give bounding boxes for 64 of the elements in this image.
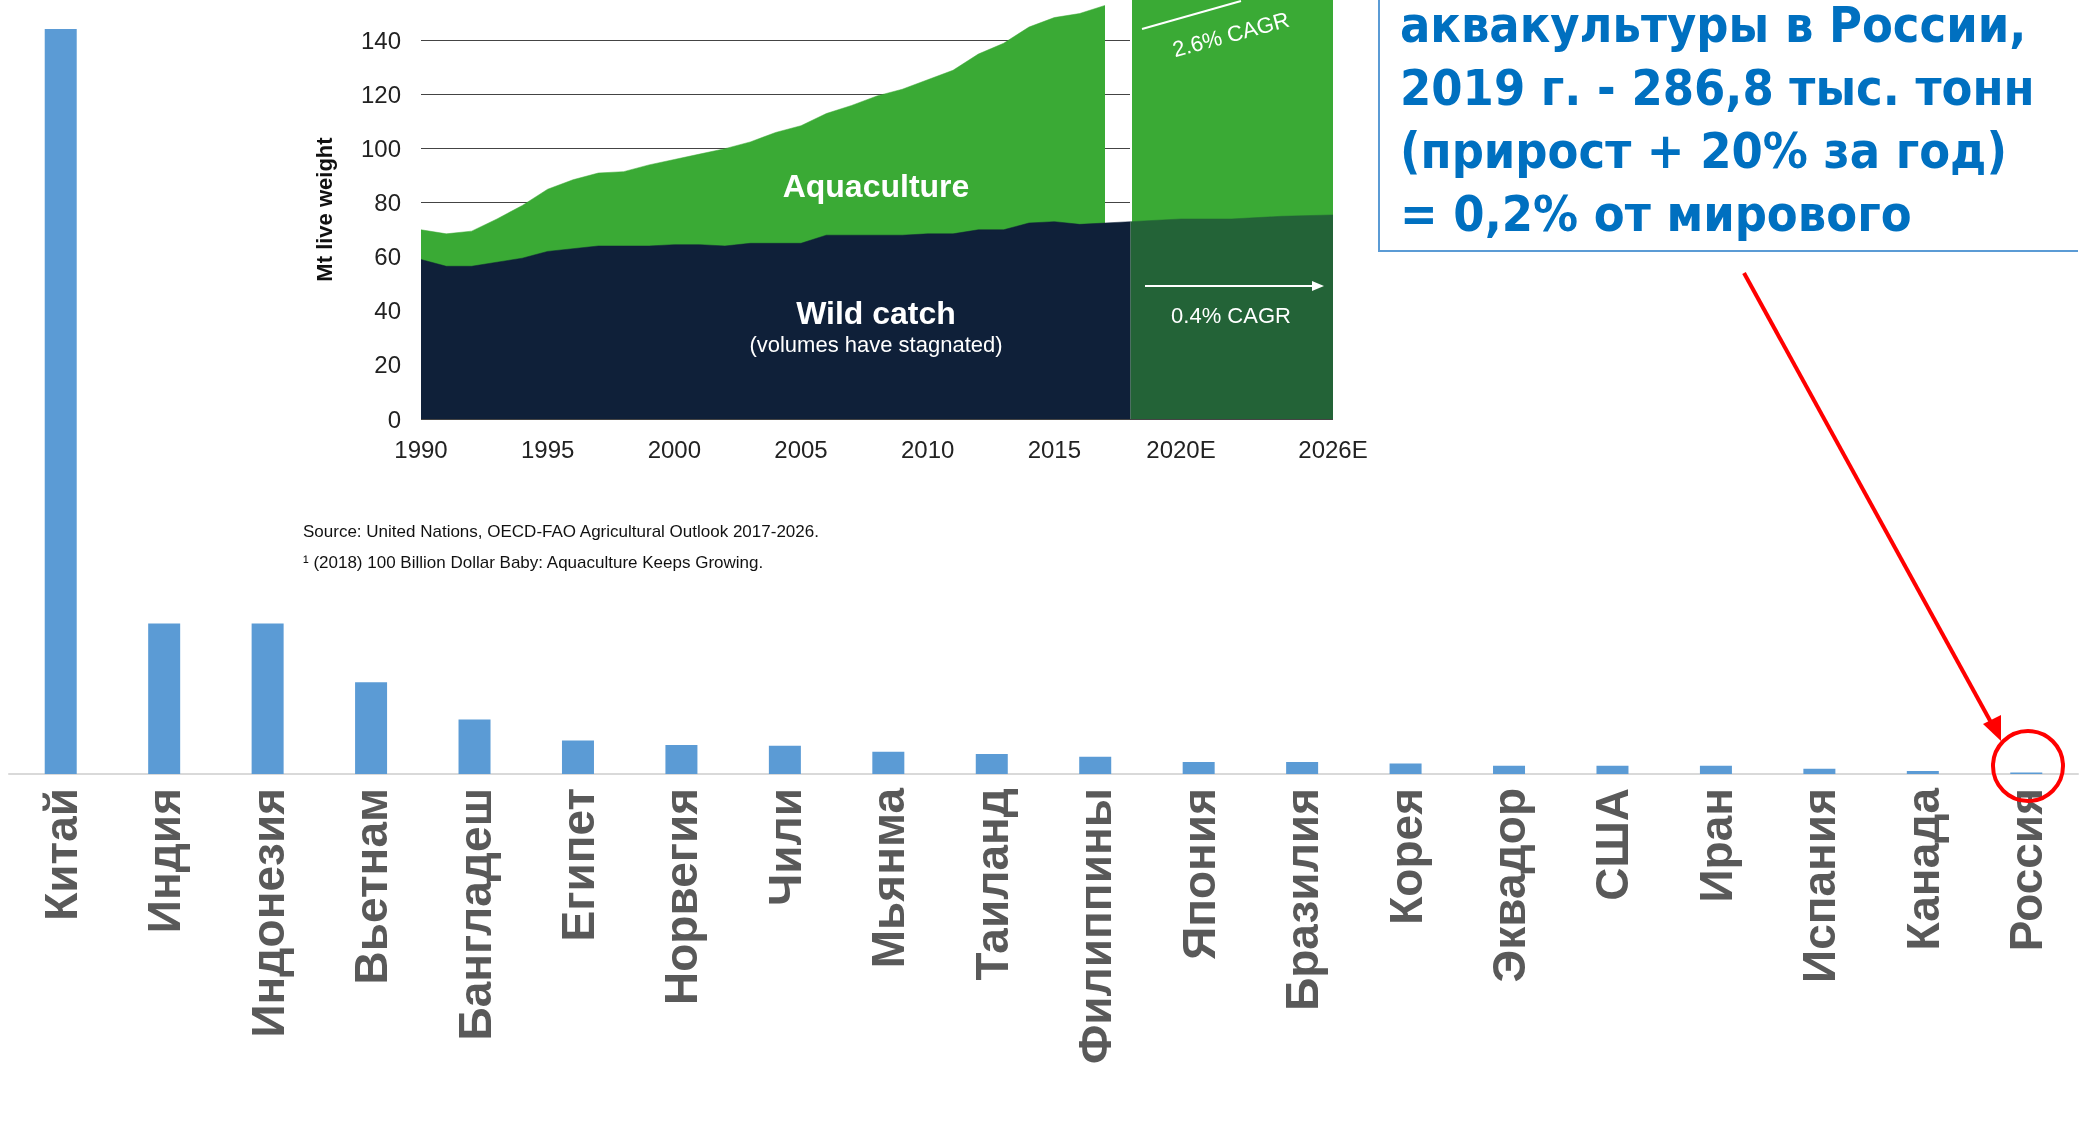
- y-tick-label: 0: [387, 405, 401, 433]
- annotation: Source: United Nations, OECD-FAO Agricultural Outlook 2017-2026.: [303, 521, 820, 543]
- x-tick-label: Вьетнам: [345, 788, 398, 985]
- bar: [1286, 762, 1319, 774]
- x-tick-label: Чили: [758, 788, 811, 907]
- bar: [1079, 756, 1112, 774]
- series-label: Aquaculture: [781, 167, 971, 206]
- x-tick-label: Испания: [1793, 788, 1846, 983]
- bar: [1803, 768, 1836, 774]
- y-axis-title: Mt live weight: [311, 136, 337, 282]
- x-tick-label: Эквадор: [1483, 788, 1536, 983]
- x-tick-label: Индонезия: [241, 788, 294, 1038]
- bar: [872, 751, 905, 774]
- annotation: 0.4% CAGR: [1170, 303, 1292, 329]
- x-tick-label: Мьянма: [862, 787, 915, 969]
- y-tick-label: 40: [374, 297, 401, 325]
- x-tick-label: 2010: [900, 435, 955, 463]
- x-tick-label: 2026E: [1298, 435, 1368, 463]
- annotation: (volumes have stagnated): [748, 332, 1004, 358]
- x-tick-label: Япония: [1172, 788, 1225, 960]
- bar: [1493, 765, 1526, 774]
- bar: [148, 623, 181, 774]
- y-tick-label: 80: [374, 189, 401, 217]
- bar: [768, 745, 801, 774]
- y-tick-label: 120: [360, 81, 401, 109]
- x-tick-label: Бангладеш: [448, 788, 501, 1041]
- x-tick-label: 1990: [394, 435, 448, 463]
- bar: [1389, 763, 1422, 774]
- annotation: аквакультуры в России, 2019 г. - 286,8 тыс. тонн (прирост + 20% за год) = 0,2% от мирового: [1378, 0, 2078, 252]
- x-tick-label: Корея: [1379, 788, 1432, 925]
- bar: [1906, 771, 1939, 774]
- x-tick-label: Канада: [1896, 787, 1949, 951]
- annotation: 2.6% CAGR: [1168, 5, 1293, 65]
- x-tick-label: 2015: [1027, 435, 1082, 463]
- x-tick-label: 2020E: [1146, 435, 1216, 463]
- x-tick-label: Индия: [138, 788, 191, 934]
- y-tick-label: 100: [360, 135, 401, 163]
- bar: [44, 29, 77, 774]
- x-tick-label: Египет: [551, 788, 604, 942]
- bar: [458, 719, 491, 774]
- bar: [1596, 765, 1629, 774]
- bar: [561, 740, 594, 774]
- x-tick-label: США: [1586, 788, 1639, 901]
- x-tick-label: Китай: [34, 788, 87, 921]
- series-label: Wild catch: [795, 294, 957, 333]
- x-tick-label: Бразилия: [1276, 788, 1329, 1011]
- x-tick-label: 2005: [774, 435, 828, 463]
- x-tick-label: Россия: [2000, 788, 2053, 952]
- bar: [665, 744, 698, 774]
- x-tick-label: Филиппины: [1069, 788, 1122, 1064]
- annotation: ¹ (2018) 100 Billion Dollar Baby: Aquaculture Keeps Growing.: [303, 552, 765, 574]
- bar: [355, 682, 388, 774]
- bar: [1699, 765, 1732, 774]
- x-tick-label: Иран: [1689, 788, 1742, 903]
- y-tick-label: 20: [374, 351, 401, 379]
- bar: [251, 623, 284, 774]
- bar: [1182, 762, 1215, 774]
- x-tick-label: Таиланд: [965, 788, 1018, 981]
- y-tick-label: 140: [360, 27, 401, 55]
- x-tick-label: 2000: [647, 435, 702, 463]
- y-tick-label: 60: [374, 243, 401, 271]
- x-tick-label: Норвегия: [655, 788, 708, 1005]
- bar: [975, 753, 1008, 774]
- x-tick-label: 1995: [520, 435, 575, 463]
